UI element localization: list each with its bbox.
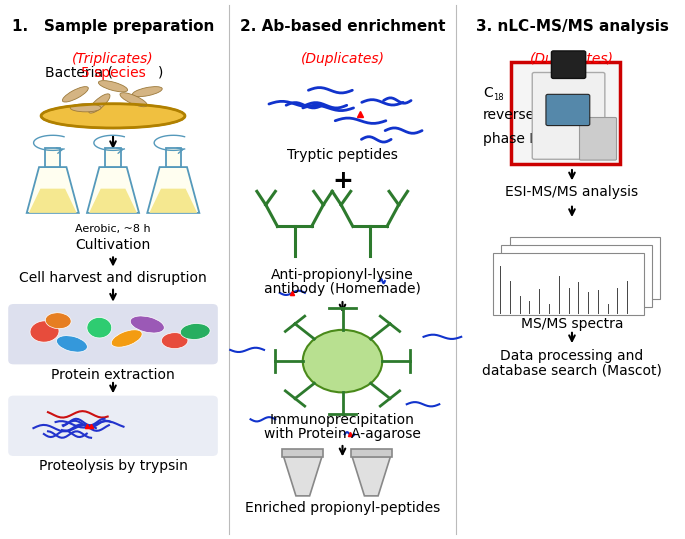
Text: ESI-MS/MS analysis: ESI-MS/MS analysis [506,185,638,199]
FancyBboxPatch shape [546,94,590,126]
Polygon shape [87,167,139,213]
Text: 3. nLC-MS/MS analysis: 3. nLC-MS/MS analysis [475,19,669,34]
FancyBboxPatch shape [8,396,218,456]
Ellipse shape [87,317,112,338]
FancyBboxPatch shape [580,118,616,160]
Ellipse shape [112,330,142,347]
Ellipse shape [62,87,88,102]
Polygon shape [352,457,390,496]
Text: phase LC: phase LC [483,132,547,146]
FancyBboxPatch shape [493,253,644,315]
Circle shape [303,330,382,392]
Text: (Triplicates): (Triplicates) [72,52,154,66]
Ellipse shape [71,103,101,112]
Ellipse shape [30,321,59,342]
Text: 2. Ab-based enrichment: 2. Ab-based enrichment [240,19,445,34]
Ellipse shape [45,313,71,329]
Ellipse shape [88,94,110,113]
Text: reverse: reverse [483,108,535,122]
Text: Tryptic peptides: Tryptic peptides [287,148,398,162]
Polygon shape [147,167,199,213]
Text: ): ) [158,66,163,80]
Text: (Duplicates): (Duplicates) [530,52,614,66]
FancyBboxPatch shape [501,245,652,307]
Polygon shape [284,457,322,496]
Text: Bacteria (: Bacteria ( [45,66,113,80]
Text: Anti-propionyl-lysine: Anti-propionyl-lysine [271,268,414,282]
Text: Enriched propionyl-peptides: Enriched propionyl-peptides [245,501,440,515]
Polygon shape [105,148,121,167]
Polygon shape [29,189,77,213]
Ellipse shape [120,93,147,107]
Text: Cultivation: Cultivation [75,238,151,252]
Ellipse shape [132,87,162,96]
Ellipse shape [41,103,185,128]
Text: Data processing and: Data processing and [500,349,644,363]
Polygon shape [27,167,79,213]
Text: C: C [483,86,493,100]
Ellipse shape [130,316,164,333]
Text: Protein extraction: Protein extraction [51,368,175,382]
Polygon shape [149,189,197,213]
Text: with Protein A-agarose: with Protein A-agarose [264,427,421,441]
Text: 18: 18 [493,93,504,102]
Ellipse shape [180,323,210,340]
Text: Immunoprecipitation: Immunoprecipitation [270,413,415,427]
Polygon shape [282,449,323,457]
Text: MS/MS spectra: MS/MS spectra [521,317,623,331]
Polygon shape [351,449,392,457]
Polygon shape [45,148,60,167]
Text: antibody (Homemade): antibody (Homemade) [264,282,421,296]
FancyBboxPatch shape [532,72,605,160]
Text: 5 species: 5 species [81,66,145,80]
FancyBboxPatch shape [510,62,619,164]
Polygon shape [89,189,137,213]
Text: (Duplicates): (Duplicates) [301,52,384,66]
Text: Cell harvest and disruption: Cell harvest and disruption [19,271,207,285]
Ellipse shape [56,336,88,352]
Text: Proteolysis by trypsin: Proteolysis by trypsin [38,459,188,473]
Text: 1.   Sample preparation: 1. Sample preparation [12,19,214,34]
FancyBboxPatch shape [8,304,218,364]
Text: +: + [332,169,353,192]
FancyBboxPatch shape [510,237,660,299]
FancyBboxPatch shape [551,51,586,78]
Ellipse shape [99,81,127,92]
Text: database search (Mascot): database search (Mascot) [482,364,662,378]
Text: Aerobic, ~8 h: Aerobic, ~8 h [75,224,151,234]
Ellipse shape [162,333,188,349]
Polygon shape [166,148,181,167]
